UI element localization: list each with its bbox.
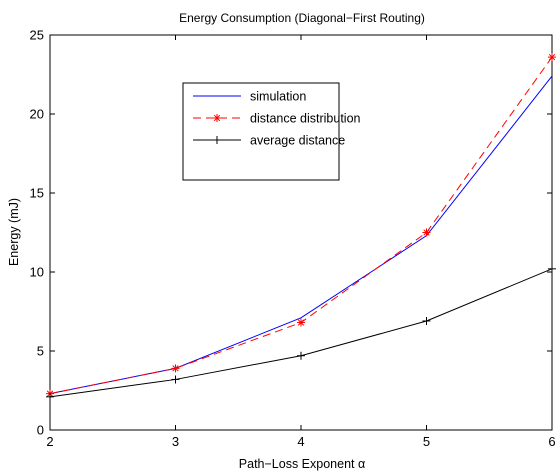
data-point [422,228,431,237]
y-tick-label: 25 [30,28,44,43]
data-point [171,375,180,384]
data-point [297,318,305,327]
axes: 2 3 4 5 6 0 5 10 15 20 25 [30,28,556,450]
y-tick-label: 5 [37,344,44,359]
data-point [422,316,431,325]
legend-entry: simulation [193,90,306,104]
data-point [297,351,305,360]
legend-box [182,82,340,181]
asterisk-marker-stroke [297,319,305,326]
y-tick-label: 15 [30,186,44,201]
y-tick-label: 10 [30,265,44,280]
x-tick-label: 3 [172,434,179,449]
x-tick-label: 4 [297,434,304,449]
data-point [548,264,556,273]
series-average-distance [46,264,556,401]
y-tick-label: 0 [37,423,44,438]
series-layer [46,53,556,401]
asterisk-marker-stroke [548,53,556,61]
legend-label: average distance [250,134,345,148]
data-point [548,53,556,62]
legend-label: simulation [250,90,306,104]
data-point [46,392,54,401]
legend-entry: average distance [193,134,345,148]
x-axis-label: Path−Loss Exponent α [239,457,365,471]
legend-label: distance distribution [250,112,361,126]
x-tick-label: 6 [548,434,555,449]
legend: simulation distance distribution average d… [182,82,361,181]
data-point [171,364,180,373]
legend-entry: distance distribution [193,112,361,126]
x-tick-label: 5 [423,434,430,449]
y-axis-label: Energy (mJ) [7,198,21,266]
x-tick-label: 2 [46,434,53,449]
asterisk-marker-stroke [172,365,179,372]
y-tick-label: 20 [30,107,44,122]
asterisk-marker-stroke [213,114,221,122]
asterisk-marker-stroke [423,229,430,236]
chart-title: Energy Consumption (Diagonal−First Routi… [179,11,425,25]
